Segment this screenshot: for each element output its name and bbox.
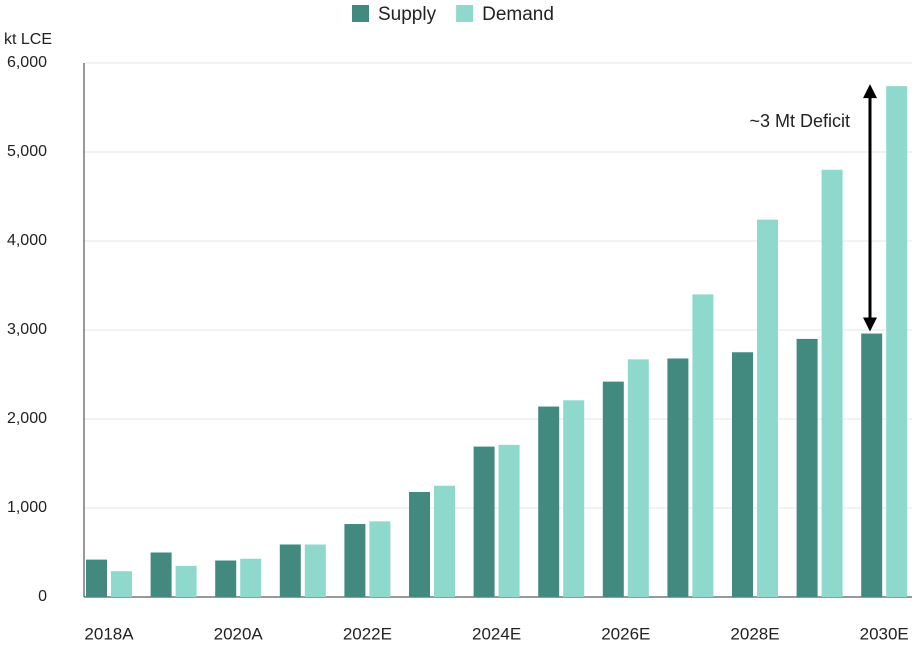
bar [538,406,560,597]
bar [150,552,172,597]
bar [667,358,689,597]
y-tick-label: 1,000 [7,499,47,516]
bar [369,521,391,597]
bar [757,219,778,597]
annotation: ~3 Mt Deficit [749,111,850,131]
y-tick-label: 4,000 [7,232,47,249]
x-tick-label: 2020A [214,624,264,643]
bar [796,338,818,597]
arrow-head [863,84,877,99]
y-tick-label: 0 [38,588,47,605]
legend-label: Demand [482,4,554,25]
legend-swatch [352,5,369,22]
bar [732,352,753,597]
y-tick-label: 5,000 [7,143,47,160]
y-tick-label: 6,000 [7,54,47,71]
bar [498,444,520,597]
bar [627,359,649,597]
bar [344,524,366,597]
arrow-head [863,317,877,332]
y-tick-label: 3,000 [7,321,47,338]
bar [886,86,908,597]
bar [563,400,585,597]
bar [240,558,262,597]
bar [434,485,455,597]
bar [473,446,495,597]
bar [409,491,430,597]
y-axis-label: kt LCE [4,31,52,48]
legend-swatch [456,5,474,22]
x-tick-label: 2030E [860,624,909,643]
bar [279,544,301,597]
bar [861,333,883,597]
x-tick-label: 2022E [343,624,392,643]
y-tick-label: 2,000 [7,410,47,427]
bar [821,169,843,598]
bar [215,560,237,597]
x-tick-label: 2024E [472,624,521,643]
bar [111,571,132,597]
x-tick-label: 2018A [84,624,134,643]
x-tick-label: 2028E [730,624,779,643]
legend-label: Supply [378,4,437,25]
bar [602,381,624,597]
bar [692,294,714,597]
bar [86,559,107,597]
bar [304,544,326,597]
bar [175,565,197,597]
x-tick-label: 2026E [601,624,650,643]
